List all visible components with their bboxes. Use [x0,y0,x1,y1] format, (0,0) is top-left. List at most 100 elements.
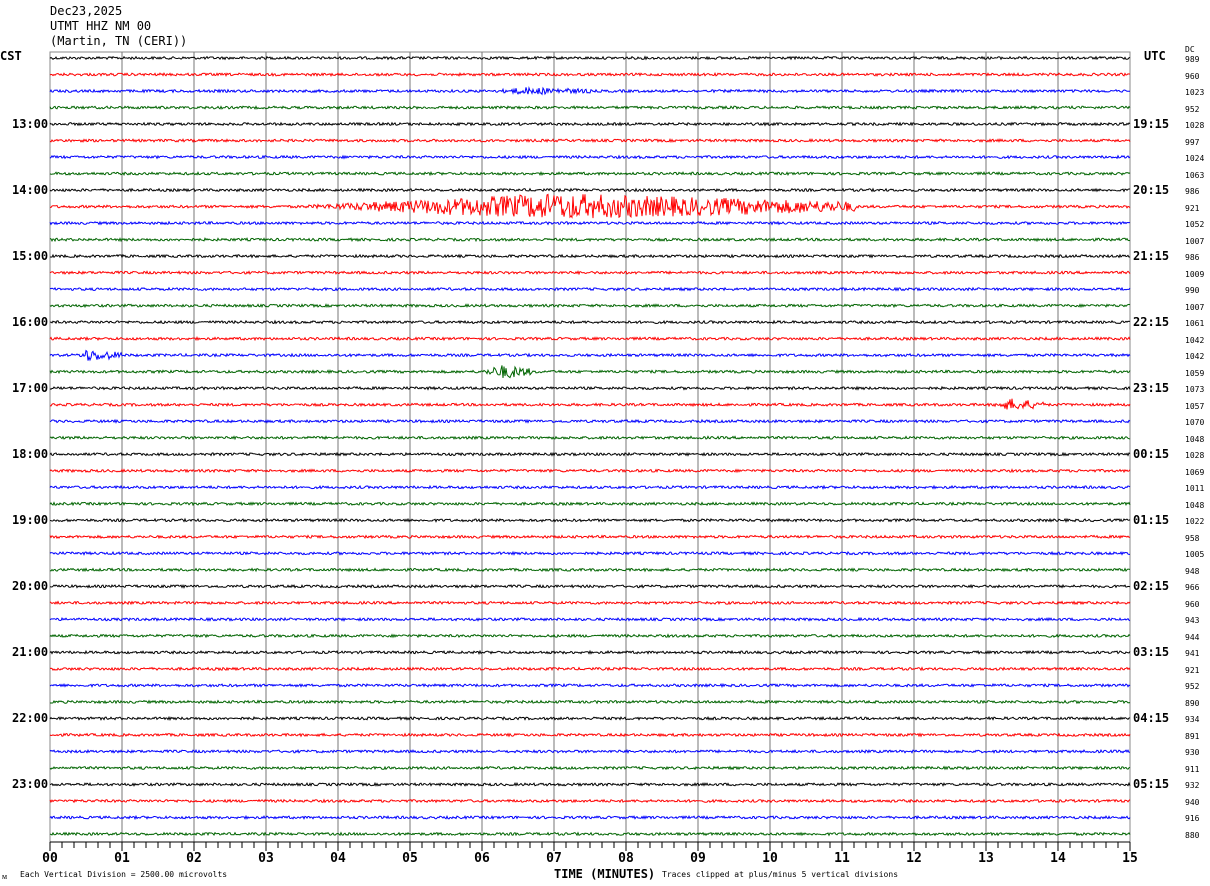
trace-row-23 [49,435,1131,441]
trace-row-4 [49,121,1131,127]
dc-value: 890 [1185,698,1200,708]
dc-value: 1070 [1185,418,1205,428]
dc-value: 966 [1185,583,1200,593]
location-label: (Martin, TN (CERI)) [50,34,188,48]
trace-row-9 [49,193,1131,219]
dc-value: 1048 [1185,434,1205,444]
dc-value: 1057 [1185,401,1205,411]
dc-value: 1069 [1185,467,1205,477]
dc-value: 911 [1185,764,1200,774]
trace-row-41 [49,732,1131,738]
dc-value: 960 [1185,71,1200,81]
dc-value: 944 [1185,632,1200,642]
trace-row-42 [49,748,1130,754]
dc-value: 943 [1185,616,1200,626]
trace-row-37 [49,666,1131,672]
dc-value: 1011 [1185,484,1205,494]
trace-row-31 [49,567,1131,573]
dc-value: 930 [1185,748,1200,758]
trace-row-32 [49,583,1131,589]
trace-row-39 [49,699,1131,705]
dc-value: 916 [1185,814,1200,824]
x-tick-label: 07 [546,851,562,866]
dc-value: 1007 [1185,302,1205,312]
dc-value: 989 [1185,55,1200,64]
dc-value: 934 [1185,715,1200,725]
x-tick-label: 15 [1122,851,1138,866]
x-tick-label: 00 [42,851,58,866]
trace-row-36 [49,649,1131,655]
trace-row-1 [49,71,1131,77]
cst-hour-label: 17:00 [12,381,49,396]
trace-row-35 [49,633,1131,639]
scale-note: Each Vertical Division = 2500.00 microvo… [20,870,228,879]
dc-value: 891 [1185,731,1200,741]
cst-hour-label: 15:00 [12,249,49,264]
trace-row-28 [49,517,1131,523]
trace-row-21 [49,398,1131,410]
station-label: UTMT HHZ NM 00 [50,19,152,33]
dc-value: 948 [1185,566,1200,576]
utc-hour-label: 01:15 [1133,513,1170,528]
x-tick-label: 03 [258,851,274,866]
cst-hour-label: 13:00 [12,117,49,132]
utc-hour-label: 19:15 [1133,117,1170,132]
trace-row-8 [49,187,1130,193]
dc-value: 1042 [1185,352,1205,362]
cst-hour-label: 14:00 [12,183,49,198]
trace-row-2 [49,86,1131,96]
x-tick-label: 08 [618,851,634,866]
trace-row-19 [49,365,1131,379]
trace-row-11 [49,237,1131,243]
dc-value: 1009 [1185,269,1205,279]
trace-row-14 [49,286,1131,292]
utc-hour-label: 22:15 [1133,315,1170,330]
trace-row-43 [49,765,1131,771]
trace-row-34 [49,616,1131,622]
trace-row-30 [49,550,1130,556]
dc-value: 1059 [1185,368,1205,378]
dc-value: 921 [1185,203,1200,213]
trace-row-18 [49,349,1131,362]
trace-row-17 [49,336,1131,342]
trace-row-12 [50,253,1131,259]
dc-value: 958 [1185,533,1200,543]
trace-row-45 [49,798,1131,804]
trace-row-29 [49,534,1131,540]
trace-row-22 [49,418,1131,424]
dc-value: 1028 [1185,121,1205,131]
trace-row-13 [49,270,1131,276]
x-tick-label: 11 [834,851,850,866]
utc-hour-label: 05:15 [1133,777,1170,792]
dc-value: 1052 [1185,220,1205,230]
trace-row-5 [49,137,1131,144]
x-tick-label: 01 [114,851,130,866]
x-tick-label: 04 [330,851,346,866]
dc-label: DC [1185,45,1195,54]
dc-value: 932 [1185,781,1200,791]
trace-row-33 [49,600,1131,606]
trace-row-16 [49,319,1131,325]
trace-row-40 [49,715,1131,721]
x-tick-label: 02 [186,851,202,866]
dc-value: 1007 [1185,236,1205,246]
dc-value: 880 [1185,830,1200,840]
dc-value: 952 [1185,104,1200,114]
cst-hour-label: 20:00 [12,579,49,594]
trace-row-10 [49,220,1131,226]
dc-value: 940 [1185,797,1200,807]
trace-row-38 [49,682,1131,689]
cst-hour-label: 18:00 [12,447,49,462]
cst-hour-label: 23:00 [12,777,49,792]
dc-value: 1022 [1185,517,1205,527]
trace-row-0 [49,55,1131,61]
x-tick-label: 12 [906,851,922,866]
x-tick-label: 05 [402,851,418,866]
trace-row-46 [49,814,1131,821]
clip-note: Traces clipped at plus/minus 5 vertical … [662,870,899,879]
x-tick-label: 13 [978,851,994,866]
trace-row-27 [49,501,1131,507]
cst-hour-label: 21:00 [12,645,49,660]
utc-hour-label: 23:15 [1133,381,1170,396]
